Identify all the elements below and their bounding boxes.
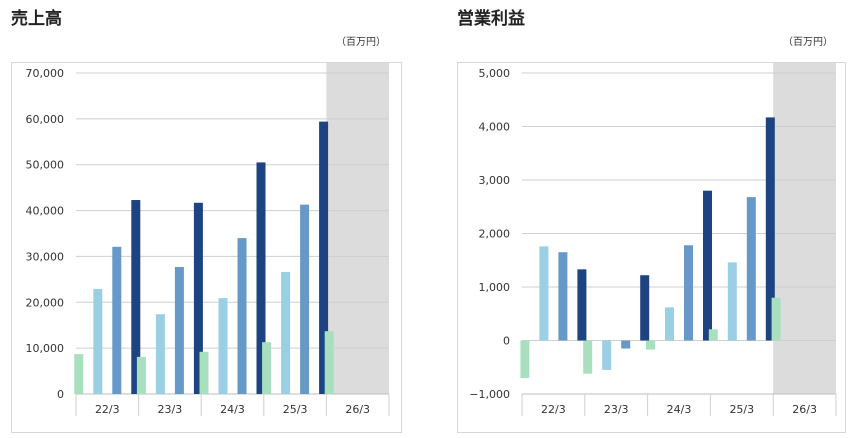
y-tick-label: 1,000 — [479, 281, 511, 294]
x-tick-label: 25/3 — [729, 403, 754, 416]
bar — [703, 190, 712, 341]
unit-label-sales: （百万円） — [336, 37, 386, 48]
y-tick-label: 0 — [57, 388, 64, 401]
bar — [727, 262, 737, 341]
bar — [131, 200, 141, 394]
x-tick-label: 26/3 — [345, 403, 370, 416]
bar — [237, 238, 247, 394]
bar — [193, 202, 203, 394]
bar — [199, 351, 209, 394]
chart-panel-sales: 70,000 60,000 50,000 40,000 30,000 20,000 10,0… — [11, 62, 402, 433]
y-tick-label: 20,000 — [26, 296, 65, 309]
y-tick-label: −1,000 — [469, 388, 510, 401]
bar — [602, 340, 612, 370]
bar — [281, 272, 291, 394]
bar — [684, 245, 693, 341]
bar — [646, 340, 655, 350]
unit-label-operating-profit: （百万円） — [783, 37, 833, 48]
bar — [300, 204, 310, 394]
x-tick-label: 23/3 — [604, 403, 629, 416]
bar — [640, 275, 650, 341]
chart-panel-operating-profit: 5,000 4,000 3,000 2,000 1,000 0 −1,000 22/3 23/3… — [457, 62, 846, 433]
bar — [74, 354, 84, 394]
bar — [319, 121, 329, 394]
y-tick-label: 0 — [503, 335, 510, 348]
bar — [93, 288, 103, 394]
bar — [665, 307, 674, 341]
bar — [174, 266, 184, 394]
x-tick-label: 22/3 — [541, 403, 566, 416]
bar — [324, 331, 334, 394]
x-tick-label: 25/3 — [283, 403, 308, 416]
x-tick-label: 24/3 — [667, 403, 692, 416]
bar — [262, 342, 272, 394]
x-tick-label: 22/3 — [95, 403, 120, 416]
forecast-region — [773, 63, 836, 394]
x-tick-label: 24/3 — [220, 403, 245, 416]
y-tick-label: 4,000 — [479, 121, 511, 134]
bar — [621, 340, 631, 349]
y-tick-label: 3,000 — [479, 174, 511, 187]
y-tick-label: 60,000 — [26, 113, 65, 126]
y-tick-label: 50,000 — [26, 159, 65, 172]
operating-profit-bar-chart: 5,000 4,000 3,000 2,000 1,000 0 −1,000 22/3 23/3… — [469, 63, 837, 416]
x-tick-label: 23/3 — [158, 403, 183, 416]
bar — [155, 314, 165, 394]
bar — [218, 298, 228, 394]
bar — [136, 356, 146, 394]
bar — [112, 246, 122, 394]
chart-title-sales: 売上高 — [11, 9, 62, 29]
chart-title-operating-profit: 営業利益 — [457, 9, 525, 29]
y-tick-label: 5,000 — [479, 67, 511, 80]
forecast-region — [326, 63, 389, 394]
bar — [746, 197, 756, 341]
bar — [771, 297, 781, 341]
bar — [765, 117, 775, 341]
bar — [256, 162, 266, 394]
bar — [558, 252, 568, 341]
y-tick-label: 2,000 — [479, 228, 511, 241]
bar — [577, 269, 587, 341]
bar — [520, 340, 530, 378]
y-tick-label: 40,000 — [26, 205, 65, 218]
bar — [539, 246, 549, 341]
y-tick-label: 10,000 — [26, 342, 65, 355]
sales-bar-chart: 70,000 60,000 50,000 40,000 30,000 20,000 10,0… — [26, 63, 390, 416]
y-tick-label: 30,000 — [26, 250, 65, 263]
bar — [708, 329, 718, 341]
y-tick-label: 70,000 — [26, 67, 65, 80]
bar — [583, 340, 593, 374]
x-tick-label: 26/3 — [792, 403, 817, 416]
